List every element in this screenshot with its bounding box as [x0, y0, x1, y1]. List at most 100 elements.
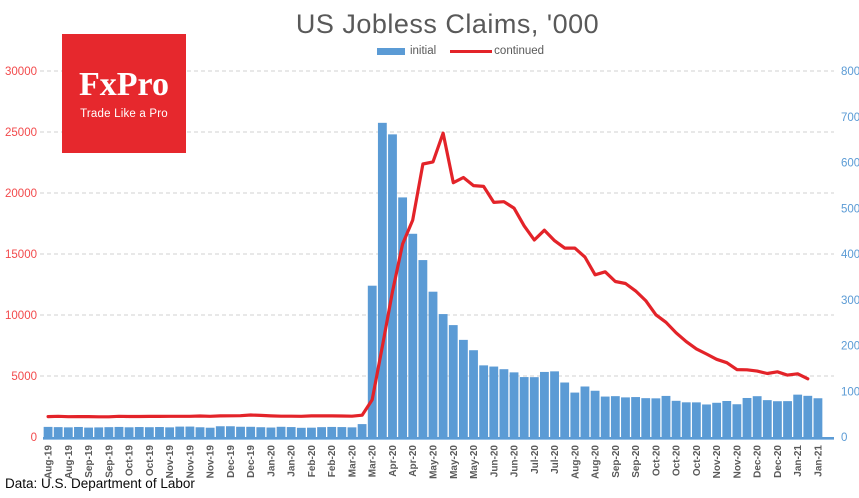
right-axis-tick: 2000 [841, 341, 859, 353]
x-axis-tick: Oct-20 [672, 445, 683, 477]
legend-initial-swatch [376, 47, 405, 55]
x-axis-tick: Dec-20 [773, 445, 784, 478]
bar-initial [651, 398, 661, 437]
x-axis-tick: Aug-19 [64, 445, 75, 479]
gridlines [40, 70, 834, 377]
bar-initial [307, 427, 316, 437]
bar-initial [236, 426, 245, 437]
bar-initial [773, 401, 782, 437]
bar-initial [762, 400, 772, 437]
bar-initial [529, 377, 539, 437]
right-axis-tick: 7000 [841, 112, 859, 124]
bar-initial [783, 401, 792, 437]
bar-initial [175, 426, 185, 437]
right-axis-tick: 8000 [841, 66, 859, 78]
bar-initial [63, 427, 73, 437]
bar-initial [438, 314, 448, 437]
bar-initial [134, 427, 144, 437]
x-axis-tick: Sep-20 [611, 445, 622, 478]
bar-initial [286, 427, 296, 437]
bar-initial [509, 372, 519, 437]
bar-initial [550, 371, 559, 437]
bar-initial [610, 396, 620, 437]
right-axis-tick: 4000 [841, 249, 859, 261]
bar-initial [144, 427, 154, 437]
legend-continued-label: continued [494, 45, 545, 57]
bar-initial [195, 427, 205, 437]
left-axis-tick: 5000 [11, 371, 37, 383]
bar-initial [469, 350, 478, 437]
bar-initial [185, 426, 195, 437]
bar-initial [540, 371, 549, 437]
x-axis-tick: May-20 [469, 445, 480, 479]
x-axis-tick: May-20 [449, 445, 460, 479]
bar-initial [489, 366, 499, 437]
x-axis-labels: Aug-19 Aug-19 Sep-19 Sep-19 Oct-19 Oct-19 Nov-… [44, 445, 825, 479]
x-axis-tick: Sep-19 [84, 445, 95, 478]
x-axis-tick: Jan-21 [793, 445, 804, 477]
bar-initial [377, 122, 387, 437]
bar-initial [357, 424, 367, 437]
bar-initial [621, 397, 630, 437]
x-axis-tick: Nov-19 [206, 445, 217, 479]
x-axis-tick: Dec-19 [226, 445, 237, 478]
bar-initial [479, 365, 489, 437]
bar-initial [813, 398, 823, 437]
left-axis-tick: 30000 [5, 66, 37, 78]
bar-initial [74, 426, 83, 437]
legend: initial continued [31, 45, 859, 57]
chart-title: US Jobless Claims, '000 [295, 9, 600, 39]
bar-initial [428, 291, 438, 437]
x-axis-tick: Oct-19 [145, 445, 156, 477]
bar-initial [519, 377, 529, 437]
fxpro-logo: FxPro Trade Like a Pro [62, 34, 186, 153]
fxpro-logo-text: FxPro [78, 65, 169, 103]
bar-initial [722, 400, 732, 437]
bar-initial [752, 396, 762, 437]
bar-initial [570, 392, 580, 437]
x-axis-tick: Feb-20 [307, 445, 318, 478]
x-axis-tick: May-20 [429, 445, 440, 479]
bar-initial [732, 404, 742, 437]
right-axis-labels: 0 1000 2000 3000 4000 5000 6000 7000 8000 [841, 66, 859, 444]
x-axis-tick: Aug-20 [570, 445, 581, 479]
bar-initial [296, 427, 306, 437]
left-axis-tick: 10000 [5, 310, 37, 322]
x-axis-tick: Nov-19 [185, 445, 196, 479]
bar-initial [590, 390, 600, 437]
bar-initial [215, 426, 225, 437]
bar-initial [408, 233, 418, 437]
right-axis-tick: 3000 [841, 295, 859, 307]
left-axis-tick: 15000 [5, 249, 37, 261]
x-axis-tick: Mar-20 [348, 445, 359, 478]
x-axis-tick: Jul-20 [550, 445, 561, 474]
legend-continued-swatch [450, 49, 493, 53]
bar-initial [712, 402, 722, 437]
right-axis-tick: 0 [841, 432, 847, 444]
x-axis-tick: Jun-20 [489, 445, 500, 478]
initial-bars [43, 122, 823, 438]
bar-initial [246, 426, 256, 437]
bar-initial [681, 402, 691, 437]
x-axis-tick: Nov-20 [712, 445, 723, 479]
bar-initial [114, 426, 124, 437]
right-axis-tick: 6000 [841, 158, 859, 170]
bar-initial [347, 427, 357, 437]
bar-initial [671, 400, 681, 437]
right-axis-tick: 1000 [841, 386, 859, 398]
source-note: Data: U.S. Department of Labor [5, 476, 195, 491]
bar-initial [327, 426, 337, 437]
bar-initial [580, 386, 590, 437]
bar-initial [84, 427, 93, 437]
left-axis-labels: 0 5000 10000 15000 20000 25000 30000 [5, 66, 37, 444]
bar-initial [317, 427, 326, 437]
fxpro-logo-tagline: Trade Like a Pro [80, 107, 168, 120]
x-axis-tick: Apr-20 [408, 445, 419, 477]
bar-initial [104, 427, 114, 437]
bar-initial [367, 285, 377, 437]
left-axis-tick: 25000 [5, 127, 37, 139]
bar-initial [448, 325, 458, 437]
bar-initial [742, 397, 752, 437]
